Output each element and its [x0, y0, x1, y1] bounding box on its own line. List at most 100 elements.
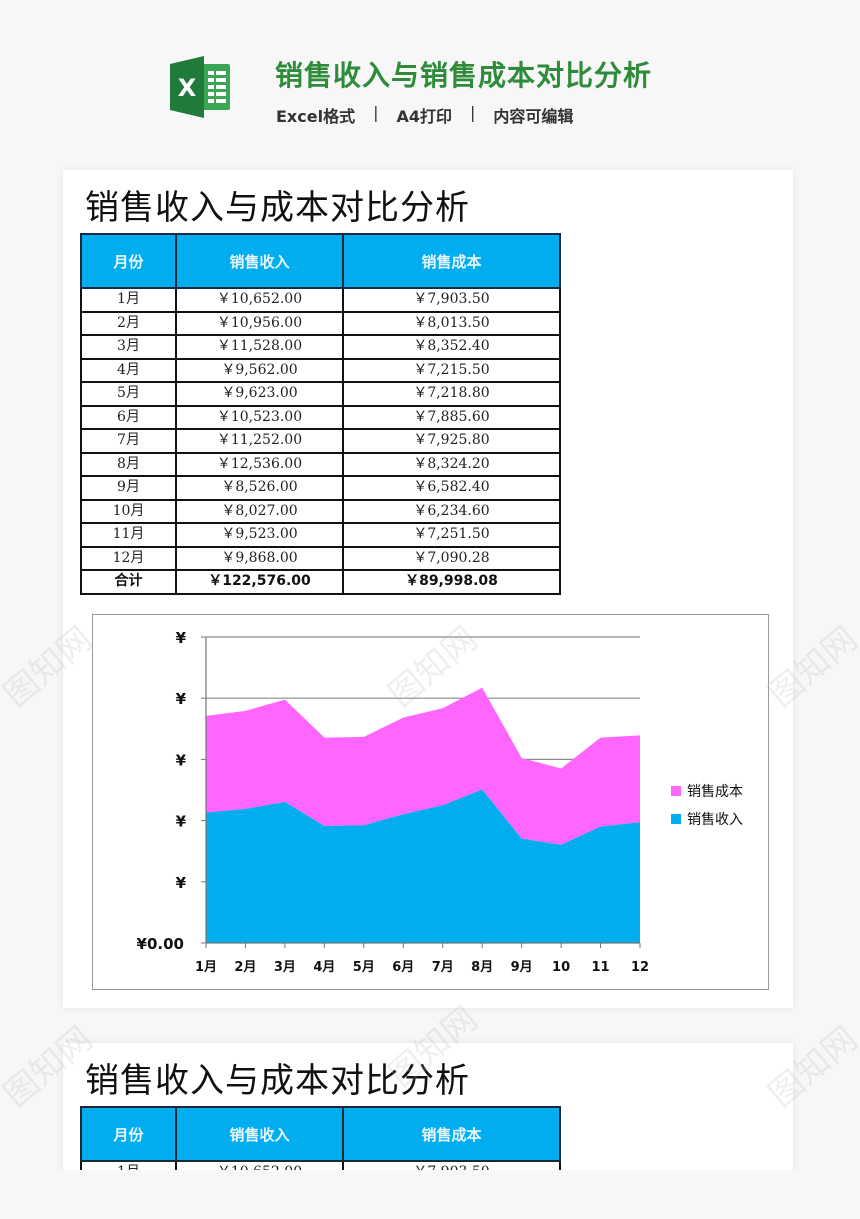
- cell-revenue: ￥10,652.00: [175, 287, 344, 313]
- svg-text:X: X: [178, 74, 197, 102]
- cell-cost: ￥6,234.60: [342, 498, 561, 524]
- cell-month: 2月: [80, 310, 177, 336]
- cell-revenue: ￥11,528.00: [175, 334, 344, 360]
- y-tick-label: ¥: [176, 874, 187, 892]
- document-preview-page-1: 销售收入与成本对比分析 月份 销售收入 销售成本 1月 ￥10,652.00 ￥7,…: [63, 170, 793, 1008]
- table-header-row: 月份 销售收入 销售成本: [80, 1106, 561, 1162]
- x-tick-label: 6月: [392, 960, 414, 975]
- cell-total-revenue: ￥122,576.00: [175, 569, 344, 595]
- x-tick-label: 2月: [234, 960, 256, 975]
- cell-revenue: ￥9,562.00: [175, 357, 344, 383]
- cell-cost: ￥7,885.60: [342, 404, 561, 430]
- x-tick-label: 8月: [471, 960, 493, 975]
- x-tick-label: 12: [631, 960, 649, 975]
- cell-month: 11月: [80, 522, 177, 548]
- cell-cost: ￥7,215.50: [342, 357, 561, 383]
- excel-icon: X: [170, 56, 230, 118]
- cell-revenue: ￥11,252.00: [175, 428, 344, 454]
- cell-month: 1月: [80, 287, 177, 313]
- sales-table: 月份 销售收入 销售成本 1月 ￥10,652.00 ￥7,903.50 2月 ￥10…: [80, 233, 561, 595]
- x-tick-label: 11: [591, 960, 609, 975]
- area-series-cost: [206, 687, 640, 845]
- cell-revenue: ￥9,523.00: [175, 522, 344, 548]
- x-tick-label: 3月: [274, 960, 296, 975]
- page-header: X 销售收入与销售成本对比分析 Excel格式 | A4打印 | 内容可编辑: [0, 0, 860, 160]
- legend-swatch-cost: [671, 786, 681, 796]
- document-title: 销售收入与成本对比分析: [85, 188, 470, 228]
- y-tick-label: ¥0.00: [137, 935, 184, 953]
- cell-month: 6月: [80, 404, 177, 430]
- format-tags: Excel格式 | A4打印 | 内容可编辑: [276, 103, 573, 127]
- cell-month: 5月: [80, 381, 177, 407]
- document-title-page-2: 销售收入与成本对比分析: [85, 1061, 470, 1101]
- legend-item-revenue: 销售收入: [671, 805, 743, 833]
- cell-cost: ￥7,903.50: [342, 287, 561, 313]
- table-row: 8月 ￥12,536.00 ￥8,324.20: [80, 451, 561, 477]
- cell-revenue: ￥10,523.00: [175, 404, 344, 430]
- cell-revenue: ￥8,526.00: [175, 475, 344, 501]
- cell-cost: ￥7,090.28: [342, 545, 561, 571]
- cell-month: 7月: [80, 428, 177, 454]
- document-preview-page-2: 销售收入与成本对比分析 月份 销售收入 销售成本 1月￥10,652.00￥7,…: [63, 1043, 793, 1183]
- cell-month: 4月: [80, 357, 177, 383]
- area-series-revenue: [206, 789, 640, 943]
- table-row: 11月 ￥9,523.00 ￥7,251.50: [80, 522, 561, 548]
- column-header-month: 月份: [80, 1106, 177, 1162]
- column-header-cost: 销售成本: [342, 233, 561, 289]
- table-row: 10月 ￥8,027.00 ￥6,234.60: [80, 498, 561, 524]
- chart-plot-area: ¥0.00 ¥ ¥ ¥ ¥ ¥1月 2月 3月 4月 5月 6月 7月 8月 9月 10 11 12: [137, 629, 650, 975]
- x-tick-label: 5月: [353, 960, 375, 975]
- cell-month: 12月: [80, 545, 177, 571]
- cell-cost: ￥7,251.50: [342, 522, 561, 548]
- table-row: 7月 ￥11,252.00 ￥7,925.80: [80, 428, 561, 454]
- column-header-cost: 销售成本: [342, 1106, 561, 1162]
- table-row: 1月￥10,652.00￥7,903.50: [80, 287, 561, 313]
- y-tick-label: ¥: [176, 690, 187, 708]
- cell-cost: ￥8,013.50: [342, 310, 561, 336]
- cell-month: 8月: [80, 451, 177, 477]
- column-header-revenue: 销售收入: [175, 233, 344, 289]
- cell-revenue: ￥10,956.00: [175, 310, 344, 336]
- stacked-area-chart: ¥0.00 ¥ ¥ ¥ ¥ ¥1月 2月 3月 4月 5月 6月 7月 8月 9月 10 11 12 销售成本 …: [92, 614, 769, 990]
- table-row: 6月 ￥10,523.00 ￥7,885.60: [80, 404, 561, 430]
- cell-revenue: ￥9,868.00: [175, 545, 344, 571]
- cell-month: 3月: [80, 334, 177, 360]
- x-tick-label: 10: [552, 960, 570, 975]
- column-header-revenue: 销售收入: [175, 1106, 344, 1162]
- y-tick-label: ¥: [176, 751, 187, 769]
- tag-editable: 内容可编辑: [493, 107, 574, 126]
- x-tick-label: 1月: [195, 960, 217, 975]
- legend-label-cost: 销售成本: [687, 784, 743, 800]
- legend-label-revenue: 销售收入: [687, 812, 743, 828]
- cell-cost: ￥6,582.40: [342, 475, 561, 501]
- cell-cost: ￥8,352.40: [342, 334, 561, 360]
- legend-item-cost: 销售成本: [671, 777, 743, 805]
- page-bottom-background: [0, 1170, 860, 1219]
- table-row: 2月 ￥10,956.00 ￥8,013.50: [80, 310, 561, 336]
- table-row: 5月 ￥9,623.00 ￥7,218.80: [80, 381, 561, 407]
- cell-month: 9月: [80, 475, 177, 501]
- cell-revenue: ￥9,623.00: [175, 381, 344, 407]
- cell-cost: ￥7,218.80: [342, 381, 561, 407]
- cell-total-label: 合计: [80, 569, 177, 595]
- tag-format: Excel格式: [276, 107, 356, 126]
- cell-total-cost: ￥89,998.08: [342, 569, 561, 595]
- table-row: 9月 ￥8,526.00 ￥6,582.40: [80, 475, 561, 501]
- tag-separator: |: [373, 103, 379, 122]
- table-row: 3月 ￥11,528.00 ￥8,352.40: [80, 334, 561, 360]
- cell-revenue: ￥8,027.00: [175, 498, 344, 524]
- cell-revenue: ￥12,536.00: [175, 451, 344, 477]
- y-tick-label: ¥: [176, 629, 187, 647]
- page-title: 销售收入与销售成本对比分析: [275, 59, 653, 92]
- cell-month: 10月: [80, 498, 177, 524]
- cell-cost: ￥7,925.80: [342, 428, 561, 454]
- table-row: 4月 ￥9,562.00 ￥7,215.50: [80, 357, 561, 383]
- table-total-row: 合计 ￥122,576.00 ￥89,998.08: [80, 569, 561, 595]
- x-tick-label: 4月: [313, 960, 335, 975]
- tag-print: A4打印: [396, 107, 452, 126]
- cell-cost: ￥8,324.20: [342, 451, 561, 477]
- x-tick-label: 7月: [432, 960, 454, 975]
- table-header-row: 月份 销售收入 销售成本: [80, 233, 561, 289]
- y-tick-label: ¥: [176, 813, 187, 831]
- table-row: 12月 ￥9,868.00 ￥7,090.28: [80, 545, 561, 571]
